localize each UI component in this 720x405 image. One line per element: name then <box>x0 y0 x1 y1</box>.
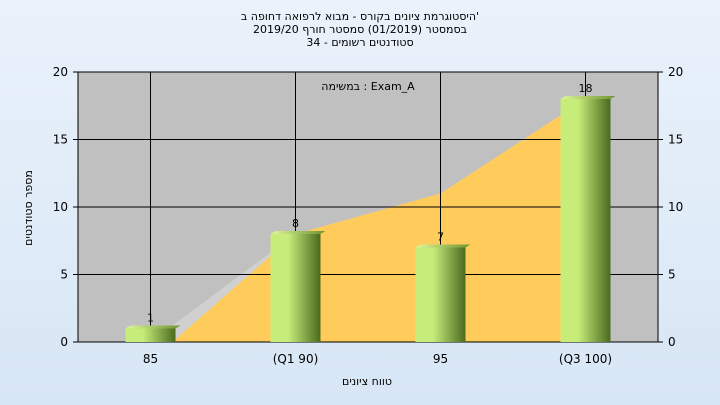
data-label-0: 1 <box>147 312 154 325</box>
chart-title: היסטוגרמת ציונים בקורס - מבוא לרפואה דחו… <box>241 10 479 49</box>
bar-top-1 <box>270 231 326 234</box>
data-label-3: 18 <box>579 82 593 95</box>
y2-tick-label-4: 20 <box>668 65 683 79</box>
title-line-1: היסטוגרמת ציונים בקורס - מבוא לרפואה דחו… <box>241 10 479 23</box>
y2-tick-label-0: 0 <box>668 335 676 349</box>
y2-tick-label-2: 10 <box>668 200 683 214</box>
x-tick-label-2: 95 <box>433 352 448 366</box>
y-tick-label-2: 10 <box>53 200 68 214</box>
y-tick-label-3: 15 <box>53 133 68 147</box>
bar-1 <box>270 234 321 342</box>
y-axis-label: מספר סטודנטים <box>22 170 35 246</box>
bar-3 <box>560 99 611 342</box>
bars-layer <box>125 96 616 342</box>
exam-annotation: במשימה : Exam_A <box>321 80 415 93</box>
data-label-1: 8 <box>292 217 299 230</box>
bar-top-3 <box>560 96 616 99</box>
y-tick-label-0: 0 <box>60 335 68 349</box>
bar-2 <box>415 247 466 342</box>
bar-0 <box>125 328 176 342</box>
data-label-2: 7 <box>437 231 444 244</box>
bar-top-2 <box>415 244 471 248</box>
title-line-2: בסמסטר (01/2019) סמסטר חורף 2019/20 <box>253 23 467 36</box>
y-tick-label-1: 5 <box>60 268 68 282</box>
bar-top-0 <box>125 325 181 329</box>
x-axis-label: טווח ציונים <box>342 375 392 388</box>
y2-tick-label-1: 5 <box>668 268 676 282</box>
x-tick-label-3: (Q3 100) <box>559 352 612 366</box>
title-line-3: סטודנטים רשומים - 34 <box>306 36 413 49</box>
x-tick-label-1: (Q1 90) <box>273 352 319 366</box>
y-tick-label-4: 20 <box>53 65 68 79</box>
y2-tick-label-3: 15 <box>668 133 683 147</box>
x-tick-label-0: 85 <box>143 352 158 366</box>
